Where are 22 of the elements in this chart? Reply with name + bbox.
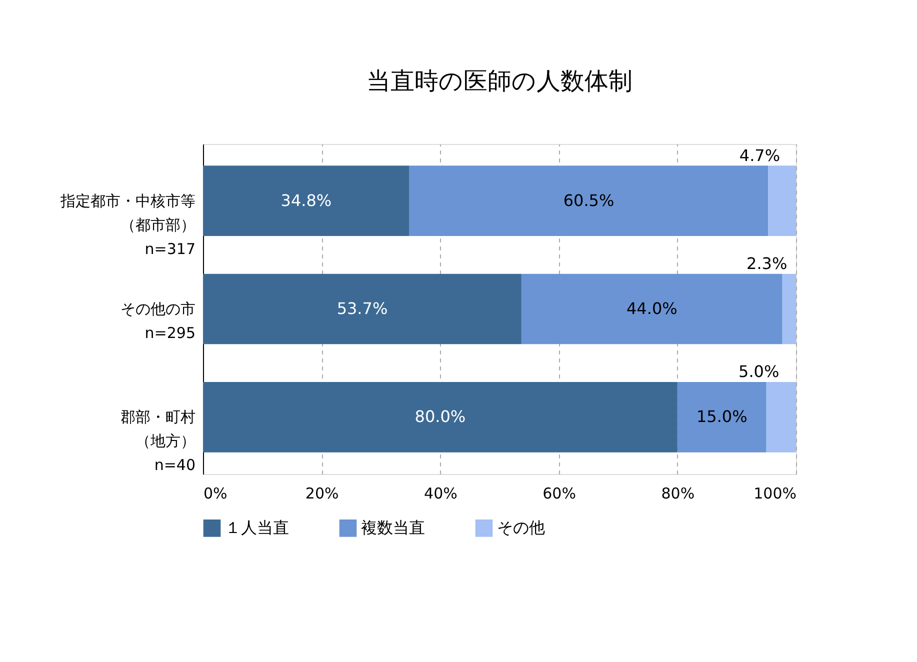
legend-label: １人当直	[225, 518, 289, 538]
data-label: 5.0%	[738, 362, 780, 382]
x-tick-label: 80%	[661, 484, 695, 502]
x-tick-label: 60%	[542, 484, 576, 502]
x-tick-label: 100%	[754, 484, 796, 502]
data-label: 80.0%	[414, 407, 466, 426]
data-label: 15.0%	[696, 407, 748, 426]
x-tick-label: 20%	[305, 484, 339, 502]
data-label: 4.7%	[739, 146, 780, 165]
data-label: 2.3%	[746, 254, 788, 273]
y-tick-label: 郡部・町村（地方） n=40	[120, 408, 196, 474]
x-tick-label: 40%	[424, 484, 458, 502]
y-tick-label: その他の市 n=295	[120, 300, 196, 342]
y-tick-label: 指定都市・中核市等（都市部） n=317	[60, 192, 196, 258]
data-label: 60.5%	[563, 190, 614, 210]
legend-label: 複数当直	[361, 518, 425, 538]
data-label: 34.8%	[280, 190, 332, 210]
x-tick-label: 0%	[204, 484, 228, 502]
chart-title: 当直時の医師の人数体制	[366, 67, 632, 95]
legend-label: その他	[497, 518, 545, 538]
data-label: 44.0%	[626, 299, 678, 318]
data-label: 53.7%	[336, 299, 388, 318]
